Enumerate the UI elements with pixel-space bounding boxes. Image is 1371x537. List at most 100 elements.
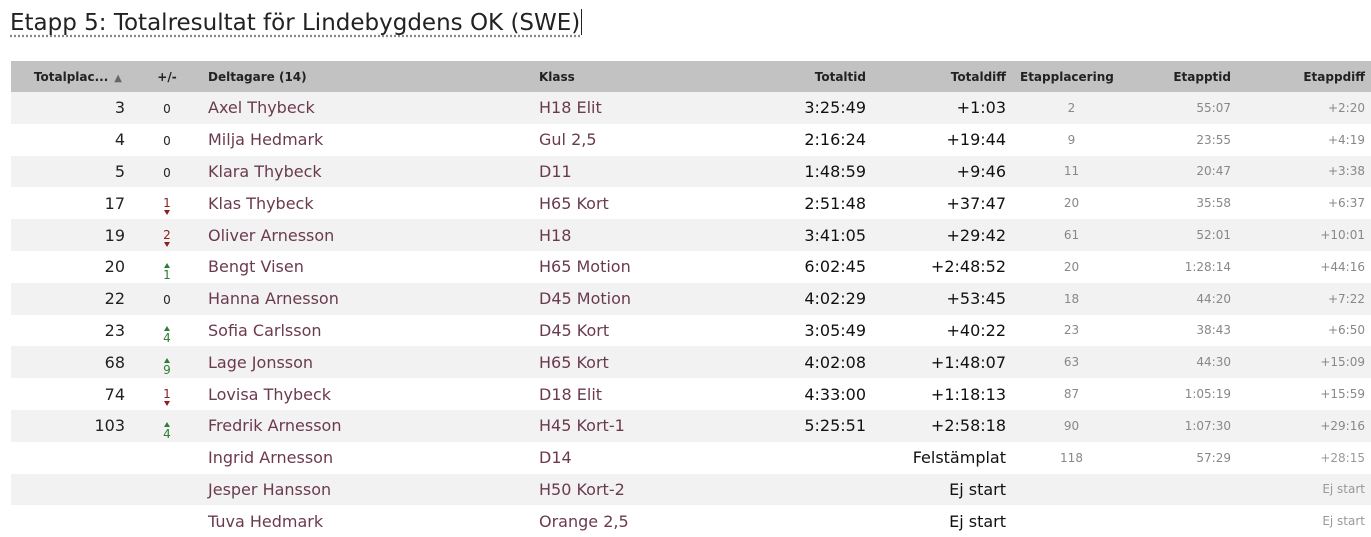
position-change-value: 4 [163,426,171,441]
cell-stage-diff: +4:19 [1327,132,1365,147]
cell-name[interactable]: Axel Thybeck [208,98,315,118]
cell-stage-diff: +29:16 [1320,418,1365,433]
cell-place [11,505,135,537]
cell-total-time: 2:16:24 [804,130,866,150]
column-header-class[interactable]: Klass [539,69,575,84]
cell-class[interactable]: Orange 2,5 [539,511,629,531]
cell-total-diff: +1:03 [956,98,1006,118]
cell-stage-place: 23 [1063,323,1080,338]
cell-name[interactable]: Klas Thybeck [208,193,314,213]
table-row[interactable]: 68 9 Lage Jonsson H65 Kort 4:02:08 +1:48:07 63… [11,346,1371,379]
position-change: 1 [163,388,171,406]
cell-total-time: 6:02:45 [804,257,866,277]
cell-class[interactable]: D45 Motion [539,289,632,309]
table-row[interactable]: 22 0 Hanna Arnesson D45 Motion 4:02:29 +53:45… [11,282,1371,315]
table-row[interactable]: Ingrid Arnesson D14 Felstämplat 118 57:29 +28… [11,441,1371,474]
cell-change: 4 [135,410,199,442]
cell-class[interactable]: Gul 2,5 [539,130,597,150]
column-header-stage-diff[interactable]: Etappdiff [1303,69,1365,84]
cell-change: 4 [135,315,199,347]
cell-class[interactable]: D45 Kort [539,320,610,340]
table-row[interactable]: Tuva Hedmark Orange 2,5 Ej start Ej start [11,505,1371,537]
cell-class[interactable]: D14 [539,448,572,468]
position-change: 0 [163,167,171,179]
position-change-value: 2 [163,227,171,242]
cell-total-time: 1:48:59 [804,161,866,181]
cell-place: 20 [104,257,125,277]
cell-place: 22 [104,289,125,309]
cell-total-diff: Felstämplat [912,448,1006,468]
cell-place: 103 [94,416,125,436]
cell-stage-time: 52:01 [1196,228,1231,243]
arrow-up-icon [163,326,170,332]
cell-total-time [786,505,872,537]
cell-class[interactable]: H65 Kort [539,193,609,213]
table-row[interactable]: 19 2 Oliver Arnesson H18 3:41:05 +29:42 61 52:0… [11,219,1371,251]
cell-name[interactable]: Klara Thybeck [208,161,322,181]
cell-class[interactable]: D18 Elit [539,384,603,404]
page-title: Etapp 5: Totalresultat för Lindebygdens … [10,6,583,40]
cell-total-diff: +1:18:13 [930,384,1006,404]
column-header-total-time[interactable]: Totaltid [814,69,866,84]
column-header-name[interactable]: Deltagare (14) [208,69,307,84]
table-row[interactable]: 17 1 Klas Thybeck H65 Kort 2:51:48 +37:47 20 35… [11,187,1371,220]
cell-name[interactable]: Ingrid Arnesson [208,448,334,468]
table-row[interactable]: Jesper Hansson H50 Kort-2 Ej start Ej start [11,473,1371,506]
cell-name[interactable]: Milja Hedmark [208,130,324,150]
cell-total-time: 3:41:05 [804,225,866,245]
cell-stage-time: 20:47 [1196,164,1231,179]
cell-name[interactable]: Fredrik Arnesson [208,416,342,436]
table-row[interactable]: 3 0 Axel Thybeck H18 Elit 3:25:49 +1:03 2 55:07… [11,92,1371,124]
cell-class[interactable]: H65 Motion [539,257,631,277]
cell-name[interactable]: Lovisa Thybeck [208,384,332,404]
cell-stage-place: 18 [1063,291,1080,306]
position-change: 1 [163,197,171,215]
table-row[interactable]: 20 1 Bengt Visen H65 Motion 6:02:45 +2:48:52 2… [11,250,1371,283]
cell-stage-place [1012,505,1131,537]
cell-total-time [786,474,872,506]
sort-ascending-icon[interactable]: ▲ [114,72,122,84]
cell-change: 1 [135,251,199,283]
cell-stage-diff: +28:15 [1320,450,1365,465]
column-header-stage-place[interactable]: Etapplacering [1020,69,1114,84]
table-row[interactable]: 23 4 Sofia Carlsson D45 Kort 3:05:49 +40:22 23… [11,314,1371,347]
table-row[interactable]: 4 0 Milja Hedmark Gul 2,5 2:16:24 +19:44 9 23:5… [11,123,1371,156]
cell-name[interactable]: Bengt Visen [208,257,304,277]
cell-name[interactable]: Sofia Carlsson [208,320,322,340]
cell-total-time [786,442,872,474]
table-row[interactable]: 103 4 Fredrik Arnesson H45 Kort-1 5:25:51 +2:… [11,409,1371,442]
cell-place: 19 [104,225,125,245]
column-header-diff[interactable]: +/- [157,69,177,84]
cell-class[interactable]: H18 [539,225,572,245]
table-row[interactable]: 74 1 Lovisa Thybeck D18 Elit 4:33:00 +1:18:13… [11,378,1371,410]
position-change: 0 [163,103,171,115]
cell-stage-diff: +44:16 [1320,259,1365,274]
arrow-down-icon [163,209,170,215]
cell-name[interactable]: Jesper Hansson [208,479,332,499]
cell-name[interactable]: Tuva Hedmark [208,511,324,531]
cell-name[interactable]: Hanna Arnesson [208,289,339,309]
cell-class[interactable]: H45 Kort-1 [539,416,625,436]
cell-class[interactable]: H50 Kort-2 [539,479,625,499]
cell-change [135,505,199,537]
position-change-value: 0 [163,134,171,149]
cell-name[interactable]: Lage Jonsson [208,352,314,372]
cell-class[interactable]: H18 Elit [539,98,602,118]
cell-stage-time: 44:30 [1196,355,1231,370]
cell-total-diff: +37:47 [946,193,1006,213]
cell-class[interactable]: H65 Kort [539,352,609,372]
arrow-up-icon [163,358,170,364]
position-change-value: 1 [163,195,171,210]
cell-stage-diff: +6:50 [1327,323,1365,338]
arrow-down-icon [163,400,170,406]
column-header-stage-time[interactable]: Etapptid [1173,69,1231,84]
cell-class[interactable]: D11 [539,161,572,181]
table-row[interactable]: 5 0 Klara Thybeck D11 1:48:59 +9:46 11 20:47 +3:… [11,155,1371,188]
cell-stage-place: 118 [1060,450,1083,465]
column-header-total-diff[interactable]: Totaldiff [950,69,1006,84]
cell-stage-place: 63 [1063,355,1080,370]
cell-total-time: 3:25:49 [804,98,866,118]
column-header-place[interactable]: Totalplac... ▲ [11,61,135,92]
cell-stage-place: 61 [1063,228,1080,243]
cell-name[interactable]: Oliver Arnesson [208,225,335,245]
